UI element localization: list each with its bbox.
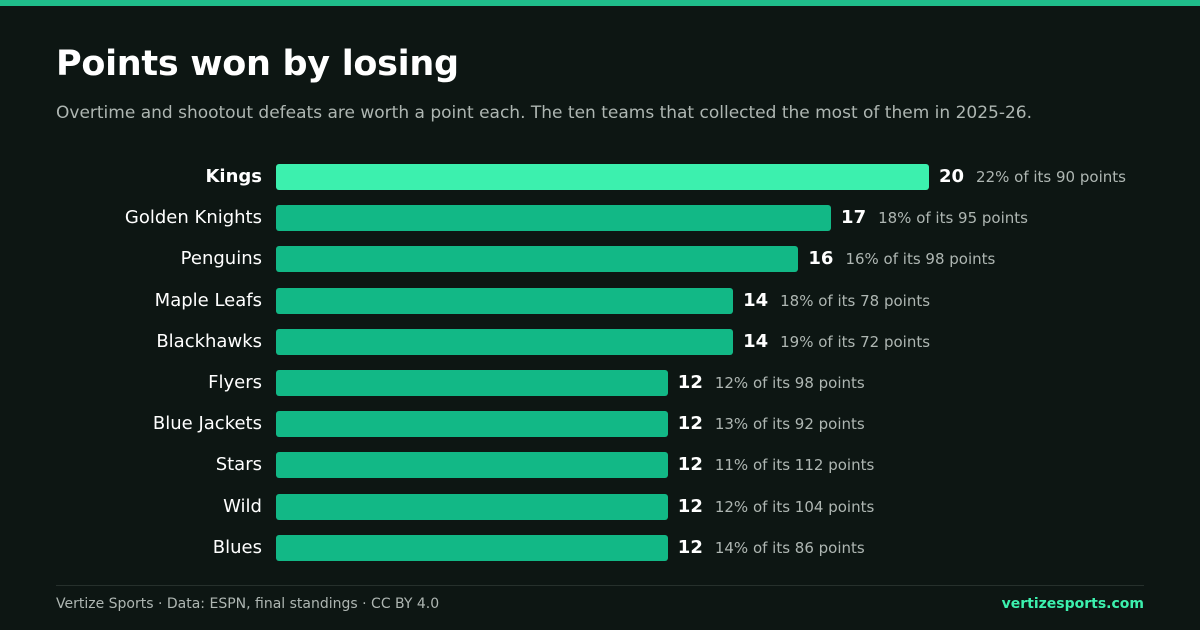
share-annotation: 18% of its 78 points xyxy=(780,291,931,310)
bar xyxy=(276,370,668,396)
value-label: 12 xyxy=(677,372,703,393)
top-accent-rule xyxy=(0,0,1200,6)
value-label: 14 xyxy=(743,289,769,311)
value-label: 12 xyxy=(677,536,703,558)
bar-row: Stars 12 11% of its 112 points xyxy=(0,452,1200,479)
value-label: 17 xyxy=(841,207,867,229)
bar-row: Blues 12 14% of its 86 points xyxy=(0,534,1200,561)
bar xyxy=(276,411,668,438)
bar xyxy=(276,493,668,520)
share-annotation: 14% of its 86 points xyxy=(714,538,865,557)
brand-link[interactable]: vertizesports.com xyxy=(1001,596,1144,612)
value-label: 12 xyxy=(677,454,703,476)
share-annotation: 11% of its 112 points xyxy=(714,456,875,475)
category-label: Wild xyxy=(223,495,262,517)
category-label: Penguins xyxy=(180,248,262,270)
share-annotation: 13% of its 92 points xyxy=(714,415,865,434)
category-label: Maple Leafs xyxy=(154,289,262,311)
bar xyxy=(276,328,734,355)
share-annotation: 19% of its 72 points xyxy=(780,332,931,351)
bar xyxy=(276,452,668,479)
bar-row: Flyers 12 12% of its 98 points xyxy=(0,370,1200,396)
value-label: 12 xyxy=(677,495,703,517)
bar xyxy=(276,164,929,190)
bar-row: Wild 12 12% of its 104 points xyxy=(0,493,1200,520)
bar-row: Blackhawks 14 19% of its 72 points xyxy=(0,328,1200,355)
bar-row: Golden Knights 17 18% of its 95 points xyxy=(0,205,1200,232)
share-annotation: 22% of its 90 points xyxy=(976,168,1126,186)
chart-subtitle: Overtime and shootout defeats are worth … xyxy=(56,103,1032,123)
share-annotation: 16% of its 98 points xyxy=(845,250,996,269)
bar-row: Maple Leafs 14 18% of its 78 points xyxy=(0,287,1200,314)
category-label: Stars xyxy=(215,454,262,476)
share-annotation: 12% of its 104 points xyxy=(714,497,875,516)
bar-row: Kings 20 22% of its 90 points xyxy=(0,164,1200,190)
share-annotation: 12% of its 98 points xyxy=(714,374,865,392)
category-label: Blackhawks xyxy=(156,330,262,352)
footer-divider xyxy=(56,585,1144,586)
chart-title: Points won by losing xyxy=(56,44,459,84)
bar-row: Blue Jackets 12 13% of its 92 points xyxy=(0,411,1200,438)
share-annotation: 18% of its 95 points xyxy=(878,209,1028,228)
category-label: Blues xyxy=(212,536,262,558)
category-label: Golden Knights xyxy=(124,207,262,229)
value-label: 12 xyxy=(677,413,703,435)
bar-row: Penguins 16 16% of its 98 points xyxy=(0,246,1200,273)
bar-chart: Kings 20 22% of its 90 points Golden Knight… xyxy=(0,150,1200,570)
bar xyxy=(276,534,668,561)
value-label: 14 xyxy=(743,330,769,352)
category-label: Flyers xyxy=(208,372,262,393)
bar xyxy=(276,205,832,232)
source-note: Vertize Sports · Data: ESPN, final stand… xyxy=(56,596,440,612)
bar xyxy=(276,246,799,273)
bar xyxy=(276,287,734,314)
category-label: Kings xyxy=(205,166,262,187)
value-label: 20 xyxy=(939,166,965,187)
category-label: Blue Jackets xyxy=(152,413,262,435)
value-label: 16 xyxy=(808,248,834,270)
